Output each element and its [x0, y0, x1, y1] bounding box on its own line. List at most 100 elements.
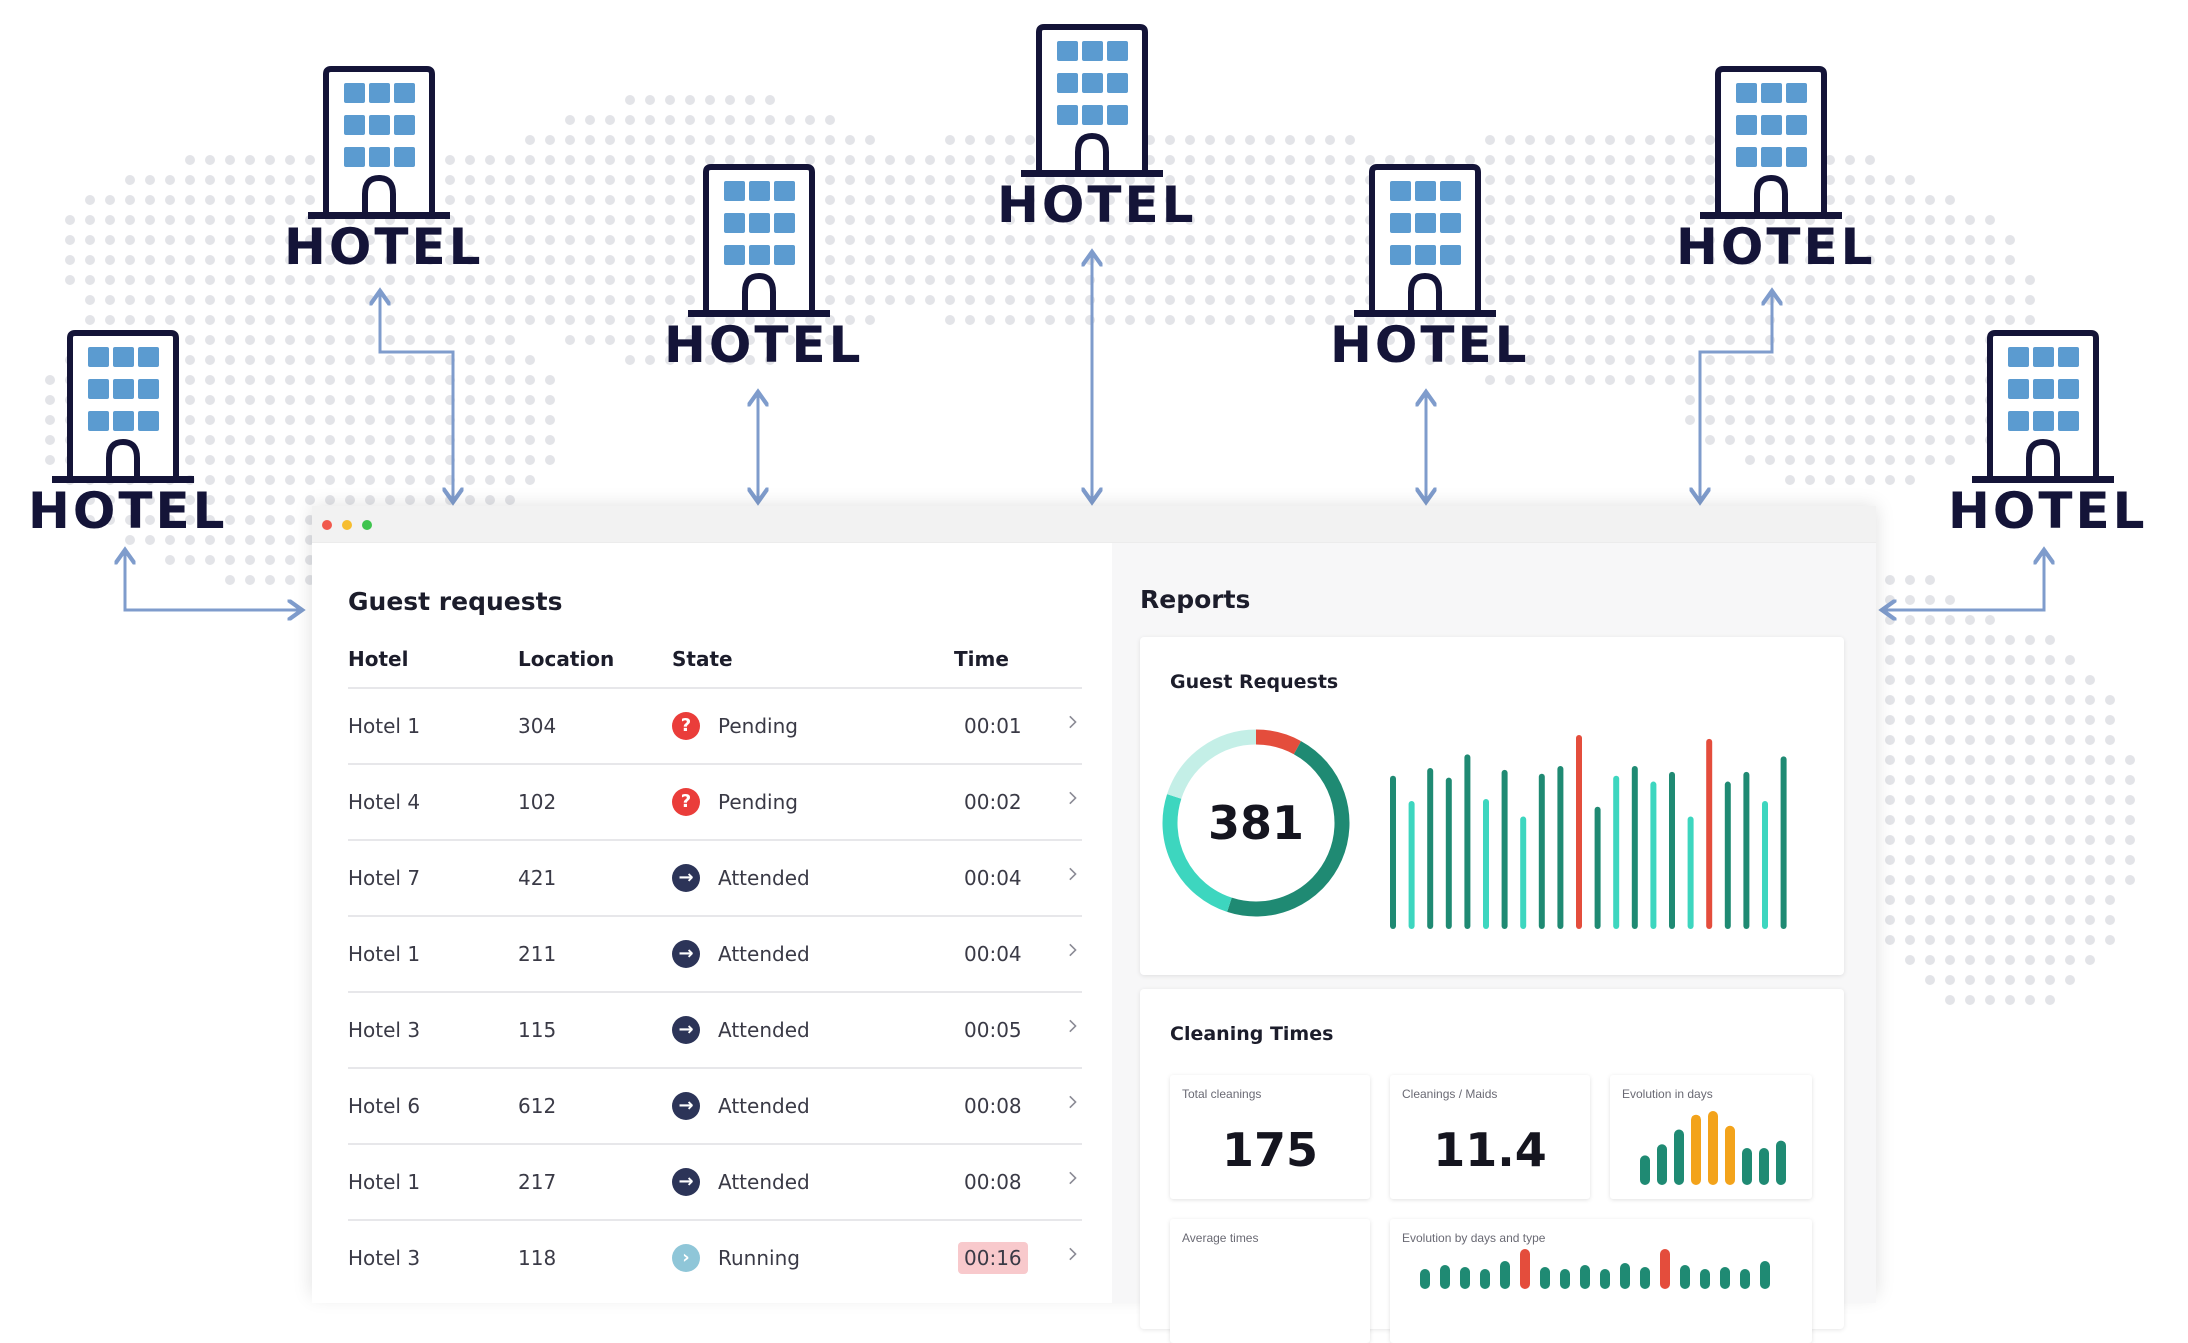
map-dot: [1705, 355, 1715, 365]
table-row[interactable]: Hotel 7 421 → Attended 00:04: [348, 839, 1082, 915]
minimize-window-button[interactable]: [342, 520, 352, 530]
chevron-right-icon[interactable]: [1066, 1247, 1080, 1261]
map-dot: [205, 435, 215, 445]
map-dot: [185, 515, 195, 525]
close-window-button[interactable]: [322, 520, 332, 530]
map-dot: [1745, 275, 1755, 285]
map-dot: [1905, 335, 1915, 345]
map-dot: [665, 275, 675, 285]
table-row[interactable]: Hotel 1 304? Pending 00:01: [348, 687, 1082, 763]
map-dot: [765, 95, 775, 105]
map-dot: [1885, 395, 1895, 405]
chevron-right-icon[interactable]: [1066, 791, 1080, 805]
map-dot: [1705, 255, 1715, 265]
table-row[interactable]: Hotel 4 102? Pending 00:02: [348, 763, 1082, 839]
map-dot: [1065, 255, 1075, 265]
column-header-state[interactable]: State: [672, 647, 733, 671]
table-row[interactable]: Hotel 3 118 › Running 00:16: [348, 1219, 1082, 1295]
evolution-in-days-widget[interactable]: Evolution in days: [1610, 1075, 1812, 1199]
map-dot: [1205, 255, 1215, 265]
map-dot: [1945, 835, 1955, 845]
column-header-hotel[interactable]: Hotel: [348, 647, 409, 671]
chart-bar: [1520, 1249, 1530, 1289]
map-dot: [2025, 915, 2035, 925]
map-dot: [625, 275, 635, 285]
map-dot: [1925, 235, 1935, 245]
map-dot: [765, 155, 775, 165]
chart-bar: [1640, 1155, 1650, 1185]
maximize-window-button[interactable]: [362, 520, 372, 530]
map-dot: [345, 455, 355, 465]
map-dot: [745, 115, 755, 125]
map-dot: [1985, 315, 1995, 325]
chart-bar: [1742, 1148, 1752, 1185]
map-dot: [125, 235, 135, 245]
map-dot: [705, 115, 715, 125]
table-row[interactable]: Hotel 1 217 → Attended 00:08: [348, 1143, 1082, 1219]
map-dot: [625, 355, 635, 365]
chart-bar: [1631, 766, 1638, 929]
map-dot: [1885, 935, 1895, 945]
map-dot: [45, 455, 55, 465]
table-row[interactable]: Hotel 3 115 → Attended 00:05: [348, 991, 1082, 1067]
map-dot: [2065, 675, 2075, 685]
column-header-time[interactable]: Time: [954, 647, 1009, 671]
map-dot: [1145, 315, 1155, 325]
map-dot: [785, 315, 795, 325]
map-dot: [105, 235, 115, 245]
map-dot: [945, 275, 955, 285]
map-dot: [325, 475, 335, 485]
total-cleanings-widget[interactable]: Total cleanings 175: [1170, 1075, 1370, 1199]
map-dot: [1765, 235, 1775, 245]
map-dot: [2005, 995, 2015, 1005]
column-header-location[interactable]: Location: [518, 647, 615, 671]
map-dot: [925, 175, 935, 185]
map-dot: [2005, 695, 2015, 705]
map-dot: [125, 515, 135, 525]
map-dot: [285, 275, 295, 285]
chevron-right-icon[interactable]: [1066, 1019, 1080, 1033]
map-dot: [965, 295, 975, 305]
map-dot: [1645, 275, 1655, 285]
map-dot: [1925, 775, 1935, 785]
evolution-by-days-type-widget[interactable]: Evolution by days and type: [1390, 1219, 1812, 1343]
cleaning-times-card[interactable]: Cleaning Times Total cleanings 175 Clean…: [1140, 989, 1844, 1343]
reports-panel: Reports Guest Requests 381 Cleaning Time…: [1112, 543, 1876, 1343]
map-dot: [1705, 175, 1715, 185]
chevron-right-icon[interactable]: [1066, 1171, 1080, 1185]
cleanings-per-maid-widget[interactable]: Cleanings / Maids 11.4: [1390, 1075, 1590, 1199]
map-dot: [1905, 175, 1915, 185]
table-row[interactable]: Hotel 1 211 → Attended 00:04: [348, 915, 1082, 991]
chevron-right-icon[interactable]: [1066, 1095, 1080, 1109]
hotel-building-icon: [1696, 66, 1846, 224]
chevron-right-icon[interactable]: [1066, 867, 1080, 881]
map-dot: [1885, 895, 1895, 905]
guest-requests-report-card[interactable]: Guest Requests 381: [1140, 637, 1844, 975]
map-dot: [445, 355, 455, 365]
map-dot: [1765, 295, 1775, 305]
map-dot: [125, 275, 135, 285]
row-hotel: Hotel 1: [348, 942, 421, 966]
map-dot: [1905, 795, 1915, 805]
average-times-widget[interactable]: Average times: [1170, 1219, 1370, 1343]
map-dot: [1965, 635, 1975, 645]
map-dot: [305, 455, 315, 465]
map-dot: [645, 255, 655, 265]
chevron-right-icon[interactable]: [1066, 943, 1080, 957]
map-dot: [2025, 755, 2035, 765]
map-dot: [1985, 955, 1995, 965]
map-dot: [1025, 235, 1035, 245]
map-dot: [1705, 275, 1715, 285]
map-dot: [1485, 195, 1495, 205]
table-row[interactable]: Hotel 6 612 → Attended 00:08: [348, 1067, 1082, 1143]
chart-bar: [1501, 769, 1508, 929]
chevron-right-icon[interactable]: [1066, 715, 1080, 729]
map-dot: [1285, 235, 1295, 245]
map-dot: [1645, 255, 1655, 265]
row-time: 00:16: [958, 1242, 1028, 1274]
map-dot: [1205, 235, 1215, 245]
map-dot: [405, 475, 415, 485]
map-dot: [1345, 195, 1355, 205]
map-dot: [525, 255, 535, 265]
chart-bar: [1540, 1267, 1550, 1289]
